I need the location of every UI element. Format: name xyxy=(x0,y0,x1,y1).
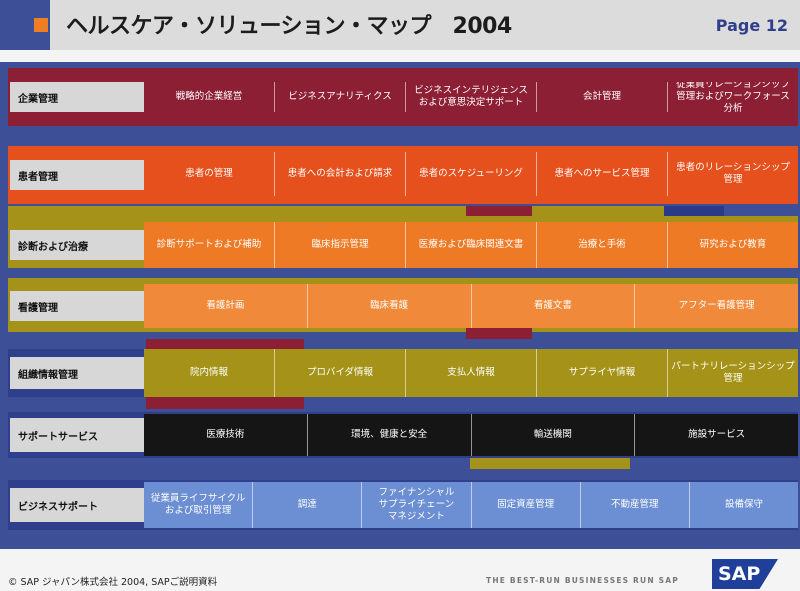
cell-clinical-order[interactable]: 臨床指示管理 xyxy=(275,222,406,268)
cell-facility-services[interactable]: 施設サービス xyxy=(688,429,746,441)
row-patient-management: 患者管理 患者の管理 患者への会計および請求 患者のスケジューリング 患者へのサ… xyxy=(8,146,798,204)
header-bar: ヘルスケア・ソリューション・マップ 2004 Page 12 xyxy=(0,0,800,50)
tagline-text: THE BEST-RUN BUSINESSES RUN SAP xyxy=(486,576,679,585)
row-label: ビジネスサポート xyxy=(10,488,144,522)
cell-real-estate[interactable]: 不動産管理 xyxy=(581,482,690,528)
cell-patient-relationship[interactable]: 患者のリレーションシップ 管理 xyxy=(676,162,790,185)
cell-equipment-maintenance[interactable]: 設備保守 xyxy=(724,499,763,511)
cell-clinical-documents[interactable]: 医療および臨床関連文書 xyxy=(406,222,537,268)
accent-crimson-bar-2 xyxy=(146,339,304,349)
cell-aftercare[interactable]: アフター看護管理 xyxy=(678,300,755,312)
cell-business-intelligence[interactable]: ビジネスインテリジェンス および意思決定サポート xyxy=(406,82,537,112)
cell-patient-service[interactable]: 患者へのサービス管理 xyxy=(537,152,668,196)
footer: © SAP ジャパン株式会社 2004, SAPご説明資料 THE BEST-R… xyxy=(0,549,800,591)
cell-supplier-info[interactable]: サプライヤ情報 xyxy=(537,349,668,397)
row-label: 企業管理 xyxy=(10,82,144,112)
header-orange-square xyxy=(34,18,48,32)
sap-logo-text: SAP xyxy=(718,563,761,585)
accent-crimson-bar-1 xyxy=(466,327,532,339)
row-diagnosis-treatment: 診断および治療 診断サポートおよび補助 臨床指示管理 医療および臨床関連文書 治… xyxy=(8,222,798,268)
cell-accounting[interactable]: 会計管理 xyxy=(537,82,668,112)
page-number: Page 12 xyxy=(715,16,788,35)
cell-patient-scheduling[interactable]: 患者のスケジューリング xyxy=(406,152,537,196)
row-enterprise-management: 企業管理 戦略的企業経営 ビジネスアナリティクス ビジネスインテリジェンス およ… xyxy=(8,68,798,126)
row-label: 診断および治療 xyxy=(10,230,144,260)
cell-employee-relationship[interactable]: 従業員リレーションシップ 管理およびワークフォース 分析 xyxy=(676,82,790,112)
row-cells: 従業員ライフサイクル および取引管理 調達 ファイナンシャル サプライチェーン … xyxy=(144,482,798,528)
cell-treatment-surgery[interactable]: 治療と手術 xyxy=(537,222,668,268)
cell-fixed-assets[interactable]: 固定資産管理 xyxy=(472,482,581,528)
accent-crimson-bar-3 xyxy=(146,397,304,409)
row-label: 患者管理 xyxy=(10,160,144,190)
row-cells: 患者の管理 患者への会計および請求 患者のスケジューリング 患者へのサービス管理… xyxy=(144,152,798,196)
cell-nursing-plan[interactable]: 看護計画 xyxy=(144,284,308,328)
row-cells: 診断サポートおよび補助 臨床指示管理 医療および臨床関連文書 治療と手術 研究お… xyxy=(144,222,798,268)
cell-environment-health-safety[interactable]: 環境、健康と安全 xyxy=(308,414,472,456)
cell-provider-info[interactable]: プロバイダ情報 xyxy=(275,349,406,397)
cell-patient-billing[interactable]: 患者への会計および請求 xyxy=(275,152,406,196)
row-cells: 医療技術 環境、健康と安全 輸送機関 施設サービス xyxy=(144,414,798,456)
cell-business-analytics[interactable]: ビジネスアナリティクス xyxy=(275,82,406,112)
cell-hospital-info[interactable]: 院内情報 xyxy=(144,349,275,397)
accent-olive-left xyxy=(8,206,466,216)
row-cells: 看護計画 臨床看護 看護文書 アフター看護管理 xyxy=(144,284,798,328)
cell-patient-management[interactable]: 患者の管理 xyxy=(144,152,275,196)
cell-diagnosis-support[interactable]: 診断サポートおよび補助 xyxy=(144,222,275,268)
accent-blue-right xyxy=(664,206,724,218)
cell-financial-supply-chain[interactable]: ファイナンシャル サプライチェーン マネジメント xyxy=(362,482,472,528)
row-cells: 院内情報 プロバイダ情報 支払人情報 サプライヤ情報 パートナリレーションシップ… xyxy=(144,349,798,397)
cell-partner-relationship[interactable]: パートナリレーションシップ 管理 xyxy=(671,361,795,384)
accent-olive-bar-1 xyxy=(470,457,630,469)
row-organization-info: 組織情報管理 院内情報 プロバイダ情報 支払人情報 サプライヤ情報 パートナリレ… xyxy=(8,349,798,397)
cell-strategic-management[interactable]: 戦略的企業経営 xyxy=(144,82,275,112)
accent-olive-right xyxy=(532,206,664,216)
cell-procurement[interactable]: 調達 xyxy=(253,482,363,528)
row-support-services: サポートサービス 医療技術 環境、健康と安全 輸送機関 施設サービス xyxy=(8,412,798,458)
cell-clinical-nursing[interactable]: 臨床看護 xyxy=(308,284,472,328)
row-business-support: ビジネスサポート 従業員ライフサイクル および取引管理 調達 ファイナンシャル … xyxy=(8,480,798,530)
row-label: サポートサービス xyxy=(10,418,144,452)
row-nursing-management: 看護管理 看護計画 臨床看護 看護文書 アフター看護管理 xyxy=(8,284,798,328)
sap-logo: SAP xyxy=(712,559,778,589)
cell-employee-lifecycle[interactable]: 従業員ライフサイクル および取引管理 xyxy=(144,482,254,528)
solution-map-board: 企業管理 戦略的企業経営 ビジネスアナリティクス ビジネスインテリジェンス およ… xyxy=(0,62,800,549)
row-label: 看護管理 xyxy=(10,291,144,321)
row-cells: 戦略的企業経営 ビジネスアナリティクス ビジネスインテリジェンス および意思決定… xyxy=(144,82,798,112)
cell-medical-technology[interactable]: 医療技術 xyxy=(144,414,308,456)
cell-payer-info[interactable]: 支払人情報 xyxy=(406,349,537,397)
copyright-text: © SAP ジャパン株式会社 2004, SAPご説明資料 xyxy=(8,577,218,588)
page-title: ヘルスケア・ソリューション・マップ 2004 xyxy=(66,14,512,39)
row-label: 組織情報管理 xyxy=(10,357,144,389)
cell-nursing-documents[interactable]: 看護文書 xyxy=(472,284,636,328)
cell-transport[interactable]: 輸送機関 xyxy=(472,414,636,456)
cell-research-education[interactable]: 研究および教育 xyxy=(699,239,767,251)
